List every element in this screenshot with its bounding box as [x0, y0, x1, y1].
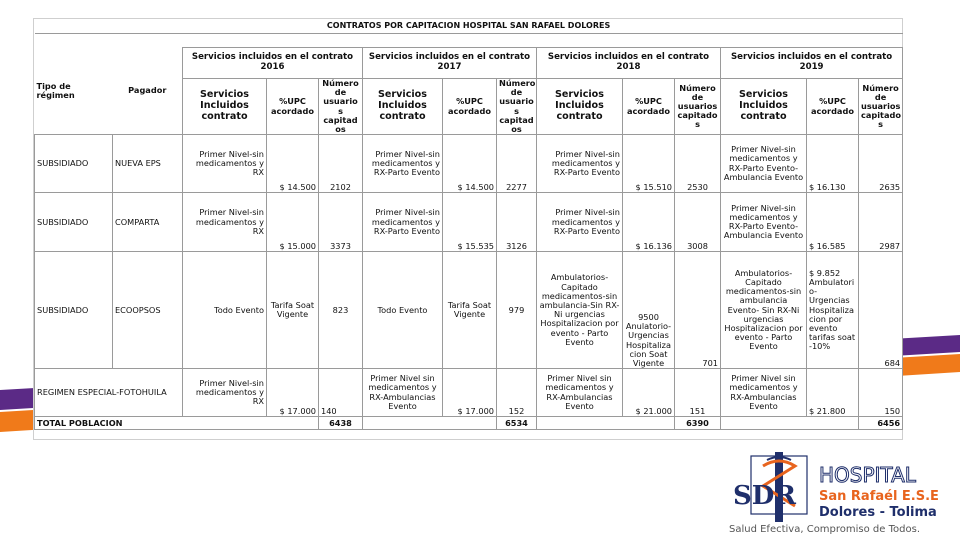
header-servicios-2019: Servicios Incluidos contrato [720, 77, 807, 136]
cell-upc-2017: Tarifa Soat Vigente [442, 251, 497, 370]
cell-usuarios-2019: 2635 [857, 134, 904, 194]
logo-hospital: HOSPITAL [819, 463, 917, 487]
cell-upc-2019: $ 16.130 [806, 134, 859, 194]
cell-tipo: REGIMEN ESPECIAL-FOTOHUILA [34, 368, 183, 418]
cell-servicios-2016: Primer Nivel-sin medicamentos y RX [182, 368, 267, 418]
cell-upc-2019: $ 9.852 Ambulatori o- Urgencias Hospital… [806, 251, 859, 370]
cell-tipo: SUBSIDIADO [34, 134, 113, 194]
cell-usuarios-2017: 979 [496, 251, 537, 370]
cell-upc-2017: $ 17.000 [442, 368, 497, 418]
cell-tipo: SUBSIDIADO [34, 192, 113, 253]
cell-servicios-2018: Primer Nivel-sin medicamentos y RX-Parto… [536, 134, 623, 194]
cell-servicios-2016: Primer Nivel-sin medicamentos y RX [182, 134, 267, 194]
cell-upc-2016: $ 17.000 [266, 368, 319, 418]
cell-servicios-2019: Ambulatorios-Capitado medicamentos-sin a… [720, 251, 807, 370]
table-row: REGIMEN ESPECIAL-FOTOHUILA Primer Nivel-… [34, 368, 904, 418]
contracts-table: CONTRATOS POR CAPITACION HOSPITAL SAN RA… [34, 19, 904, 431]
cell-usuarios-2018: 701 [674, 251, 721, 370]
total-2016: 6438 [318, 416, 363, 431]
header-usuarios-2019: Número de usuarios capitado s [857, 77, 904, 136]
cell-tipo: SUBSIDIADO [34, 251, 113, 370]
cell-servicios-2018: Primer Nivel sin medicamentos y RX-Ambul… [536, 368, 623, 418]
cell-servicios-2017: Todo Evento [362, 251, 443, 370]
header-upc-2019: %UPC acordado [806, 77, 859, 136]
cell-servicios-2017: Primer Nivel-sin medicamentos y RX-Parto… [362, 192, 443, 253]
cell-usuarios-2019: 150 [857, 368, 904, 418]
cell-pagador: NUEVA EPS [112, 134, 183, 194]
cell-usuarios-2016: 3373 [318, 192, 363, 253]
cell-servicios-2016: Primer Nivel-sin medicamentos y RX [182, 192, 267, 253]
total-row: TOTAL POBLACION 6438 6534 6390 6456 [34, 416, 904, 431]
cell-pagador: ECOOPSOS [112, 251, 183, 370]
header-servicios-2018: Servicios Incluidos contrato [536, 77, 623, 136]
cell-upc-2018: $ 16.136 [622, 192, 675, 253]
cell-usuarios-2017: 152 [496, 368, 537, 418]
cell-servicios-2018: Ambulatorios-Capitado medicamentos-sin a… [536, 251, 623, 370]
cell-usuarios-2016: 2102 [318, 134, 363, 194]
table-row: SUBSIDIADO ECOOPSOS Todo Evento Tarifa S… [34, 251, 904, 370]
cell-usuarios-2016: 823 [318, 251, 363, 370]
cell-upc-2018: 9500 Anulatorio-Urgencias Hospitaliza ci… [622, 251, 675, 370]
cell-upc-2019: $ 21.800 [806, 368, 859, 418]
cell-upc-2018: $ 15.510 [622, 134, 675, 194]
cell-servicios-2016: Todo Evento [182, 251, 267, 370]
header-servicios-2016: Servicios Incluidos contrato [182, 77, 267, 136]
cell-upc-2016: Tarifa Soat Vigente [266, 251, 319, 370]
group-2017: Servicios incluidos en el contrato 2017 [362, 47, 537, 79]
logo-initials: SDR [733, 481, 796, 511]
header-upc-2018: %UPC acordado [622, 77, 675, 136]
cell-usuarios-2017: 2277 [496, 134, 537, 194]
group-2019: Servicios incluidos en el contrato 2019 [719, 47, 904, 79]
table-title: CONTRATOS POR CAPITACION HOSPITAL SAN RA… [34, 19, 903, 34]
cell-usuarios-2018: 2530 [674, 134, 721, 194]
cell-pagador: COMPARTA [112, 192, 183, 253]
total-label: TOTAL POBLACION [34, 416, 319, 431]
cell-usuarios-2016: 140 [318, 368, 363, 418]
cell-upc-2016: $ 14.500 [266, 134, 319, 194]
cell-servicios-2019: Primer Nivel sin medicamentos y RX-Ambul… [720, 368, 807, 418]
table-row: SUBSIDIADO COMPARTA Primer Nivel-sin med… [34, 192, 904, 253]
header-usuarios-2017: Número de usuario s capitad os [496, 77, 537, 136]
group-2018: Servicios incluidos en el contrato 2018 [536, 47, 721, 79]
logo-slogan: Salud Efectiva, Compromiso de Todos. [729, 524, 920, 535]
total-2017: 6534 [496, 416, 537, 431]
contracts-sheet: CONTRATOS POR CAPITACION HOSPITAL SAN RA… [33, 18, 904, 440]
cell-upc-2017: $ 14.500 [442, 134, 497, 194]
cell-upc-2018: $ 21.000 [622, 368, 675, 418]
hospital-logo: SDR HOSPITAL San Rafaél E.S.E Dolores - … [729, 452, 939, 535]
cell-servicios-2019: Primer Nivel-sin medicamentos y RX-Parto… [720, 192, 807, 253]
cell-usuarios-2018: 3008 [674, 192, 721, 253]
cell-usuarios-2019: 2987 [857, 192, 904, 253]
cell-usuarios-2019: 684 [857, 251, 904, 370]
group-2016: Servicios incluidos en el contrato 2016 [182, 47, 363, 79]
cell-servicios-2018: Primer Nivel-sin medicamentos y RX-Parto… [536, 192, 623, 253]
cell-usuarios-2017: 3126 [496, 192, 537, 253]
header-upc-2017: %UPC acordado [442, 77, 497, 136]
total-2019: 6456 [857, 416, 904, 431]
cell-usuarios-2018: 151 [674, 368, 721, 418]
header-servicios-2017: Servicios Incluidos contrato [362, 77, 443, 136]
cell-servicios-2017: Primer Nivel sin medicamentos y RX-Ambul… [362, 368, 443, 418]
cell-servicios-2017: Primer Nivel-sin medicamentos y RX-Parto… [362, 134, 443, 194]
header-usuarios-2016: Número de usuario s capitad os [318, 77, 363, 136]
cell-upc-2019: $ 16.585 [806, 192, 859, 253]
cell-servicios-2019: Primer Nivel-sin medicamentos y RX-Parto… [720, 134, 807, 194]
table-row: SUBSIDIADO NUEVA EPS Primer Nivel-sin me… [34, 134, 904, 194]
header-usuarios-2018: Número de usuarios capitado s [674, 77, 721, 136]
total-2018: 6390 [674, 416, 721, 431]
header-upc-2016: %UPC acordado [266, 77, 319, 136]
header-pagador: Pagador [128, 85, 167, 96]
logo-subtitle: San Rafaél E.S.E [819, 489, 939, 504]
cell-upc-2016: $ 15.000 [266, 192, 319, 253]
caduceus-icon [750, 452, 808, 522]
header-tipo: Tipo de régimen [36, 80, 75, 100]
logo-place: Dolores - Tolima [819, 505, 937, 520]
cell-upc-2017: $ 15.535 [442, 192, 497, 253]
